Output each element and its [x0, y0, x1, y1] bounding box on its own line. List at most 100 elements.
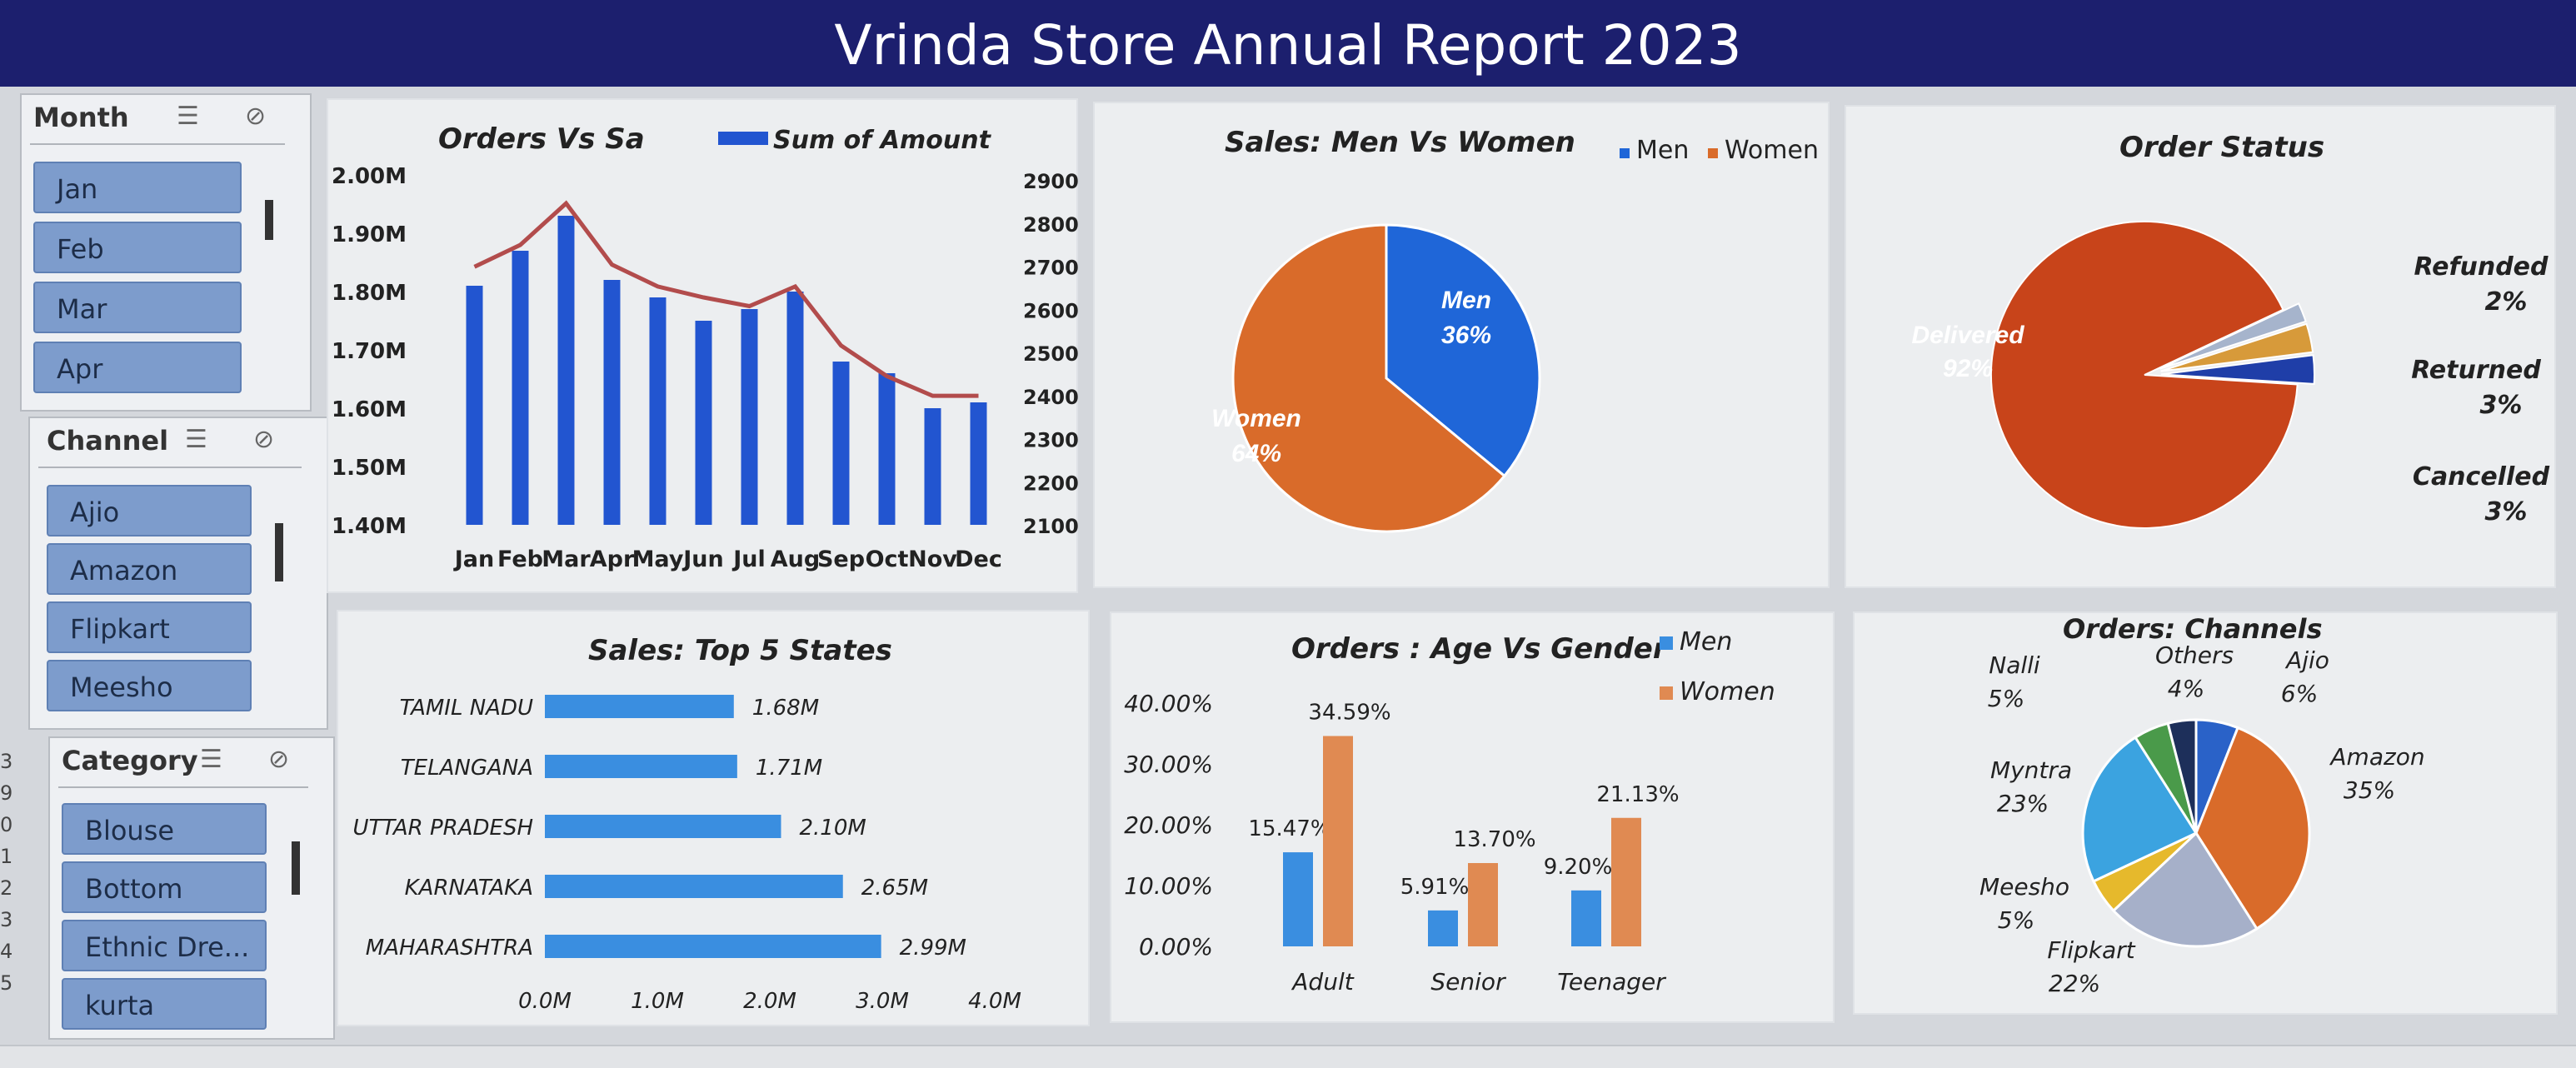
bar-amount [786, 292, 804, 525]
bar-amount [970, 402, 987, 525]
data-label: 9.20% [1544, 855, 1613, 880]
slicer-item-mar[interactable]: Mar [33, 282, 242, 333]
top-states-chart: Sales: Top 5 States TAMIL NADU 1.68M TELAN… [337, 610, 1086, 1023]
report-title: Vrinda Store Annual Report 2023 [834, 13, 1742, 77]
bar-state [545, 755, 737, 778]
multi-select-icon[interactable]: ☰ [200, 746, 222, 773]
bar-amount [512, 251, 529, 525]
category-label: MAHARASHTRA [366, 936, 533, 961]
slice-label: Flipkart [2047, 936, 2135, 964]
bar-amount [924, 408, 941, 525]
x-tick-label: Dec [955, 546, 1002, 572]
slice-women [1231, 223, 1506, 533]
slicer-item-bottom[interactable]: Bottom [62, 861, 267, 913]
slicer-item-blouse[interactable]: Blouse [62, 803, 267, 855]
slice-percent: 35% [2344, 776, 2395, 804]
slice-label: Refunded [2414, 252, 2549, 282]
x-tick-label: Jun [681, 546, 724, 572]
category-slicer-title: Category [62, 745, 198, 776]
chart-title: Orders : Age Vs Gender [1291, 632, 1669, 666]
slicer-scrollbar[interactable] [265, 200, 273, 240]
bar-state [545, 695, 734, 718]
slicer-item-feb[interactable]: Feb [33, 222, 242, 273]
slice-percent: 5% [1998, 906, 2034, 934]
bar-amount [603, 280, 621, 525]
multi-select-icon[interactable]: ☰ [177, 102, 199, 130]
y-tick-label: 30.00% [1124, 751, 1213, 778]
chart-title: Sales: Men Vs Women [1225, 126, 1575, 159]
multi-select-icon[interactable]: ☰ [185, 426, 207, 453]
slice-label: Nalli [1989, 651, 2040, 679]
legend-swatch-women [1660, 686, 1673, 700]
y-right-tick-label: 2200 [1023, 472, 1079, 495]
y-tick-label: 40.00% [1124, 690, 1213, 717]
bar-men [1283, 852, 1313, 946]
x-tick-label: May [632, 546, 684, 572]
slicer-item-apr[interactable]: Apr [33, 342, 242, 393]
slice-myntra [2081, 736, 2199, 883]
y-tick-label: 0.00% [1139, 933, 1213, 961]
row-number: 2 [0, 876, 13, 900]
age-vs-gender-chart: Orders : Age Vs Gender Men Women 15.47% 3… [1110, 611, 1831, 1020]
chart-title: Sales: Top 5 States [588, 634, 892, 667]
y-left-tick-label: 1.70M [332, 339, 407, 364]
data-label: 1.71M [756, 756, 822, 781]
x-tick-label: Oct [866, 546, 909, 572]
y-tick-label: 20.00% [1124, 811, 1213, 839]
slice-percent: 64% [1231, 440, 1281, 467]
slice-men [1385, 223, 1541, 478]
bar-amount [649, 297, 666, 525]
y-right-tick-label: 2300 [1023, 429, 1079, 452]
x-tick-label: 0.0M [518, 989, 572, 1014]
y-left-tick-label: 1.80M [332, 281, 407, 306]
slice-percent: 2% [2485, 287, 2528, 317]
y-right-tick-label: 2800 [1023, 213, 1079, 237]
legend-swatch-men [1660, 636, 1673, 650]
slice-label: Men [1441, 287, 1491, 314]
x-tick-label: Feb [497, 546, 543, 572]
legend-swatch-men [1620, 148, 1630, 158]
x-tick-label: 2.0M [743, 989, 796, 1014]
bar-state [545, 875, 843, 898]
x-tick-label: Jul [731, 546, 766, 572]
slicer-scrollbar[interactable] [292, 841, 300, 895]
clear-filter-icon[interactable]: ⊘ [268, 746, 290, 773]
slicer-scrollbar[interactable] [275, 523, 283, 581]
slice-label: Delivered [1911, 322, 2024, 349]
y-left-tick-label: 1.50M [332, 456, 407, 481]
clear-filter-icon[interactable]: ⊘ [253, 426, 275, 453]
slicer-item-ajio[interactable]: Ajio [47, 485, 252, 536]
data-label: 34.59% [1308, 700, 1390, 725]
channel-slicer[interactable]: Channel ☰ ⊘ Ajio Amazon Flipkart Meesho [28, 417, 328, 730]
data-label: 2.99M [900, 936, 966, 961]
x-tick-label: Mar [542, 546, 591, 572]
category-slicer[interactable]: Category ☰ ⊘ Blouse Bottom Ethnic Dre...… [48, 736, 335, 1040]
slice-cancelled [2160, 354, 2315, 385]
bar-amount [832, 362, 850, 525]
slice-label: Returned [2411, 356, 2541, 385]
bar-men [1428, 910, 1458, 946]
slicer-item-ethnic-dress[interactable]: Ethnic Dre... [62, 920, 267, 971]
slice-percent: 6% [2281, 680, 2318, 707]
orders-vs-sales-chart: Orders Vs Sa Sum of Amount 2.00M 1.90M 1.8… [327, 98, 1079, 590]
slicer-item-amazon[interactable]: Amazon [47, 543, 252, 595]
slicer-item-jan[interactable]: Jan [33, 162, 242, 213]
month-slicer[interactable]: Month ☰ ⊘ Jan Feb Mar Apr [20, 93, 312, 412]
slice-returned [2160, 322, 2314, 372]
y-left-tick-label: 1.40M [332, 514, 407, 539]
legend-label: Sum of Amount [773, 126, 992, 155]
bar-men [1571, 890, 1601, 946]
legend-label-men: Men [1636, 136, 1689, 165]
bar-amount [695, 321, 712, 525]
data-label: 15.47% [1248, 816, 1330, 841]
slice-label: Others [2155, 641, 2234, 669]
clear-filter-icon[interactable]: ⊘ [245, 102, 267, 130]
slicer-item-flipkart[interactable]: Flipkart [47, 601, 252, 653]
slice-percent: 23% [1997, 790, 2049, 817]
slice-percent: 36% [1441, 322, 1491, 349]
channels-chart: Orders: Channels Ajio 6% Amazon 35% Flipkart… [1853, 611, 2554, 1011]
x-tick-label: Sep [817, 546, 865, 572]
slicer-item-meesho[interactable]: Meesho [47, 660, 252, 711]
row-number: 3 [0, 750, 13, 773]
slicer-item-kurta[interactable]: kurta [62, 978, 267, 1030]
